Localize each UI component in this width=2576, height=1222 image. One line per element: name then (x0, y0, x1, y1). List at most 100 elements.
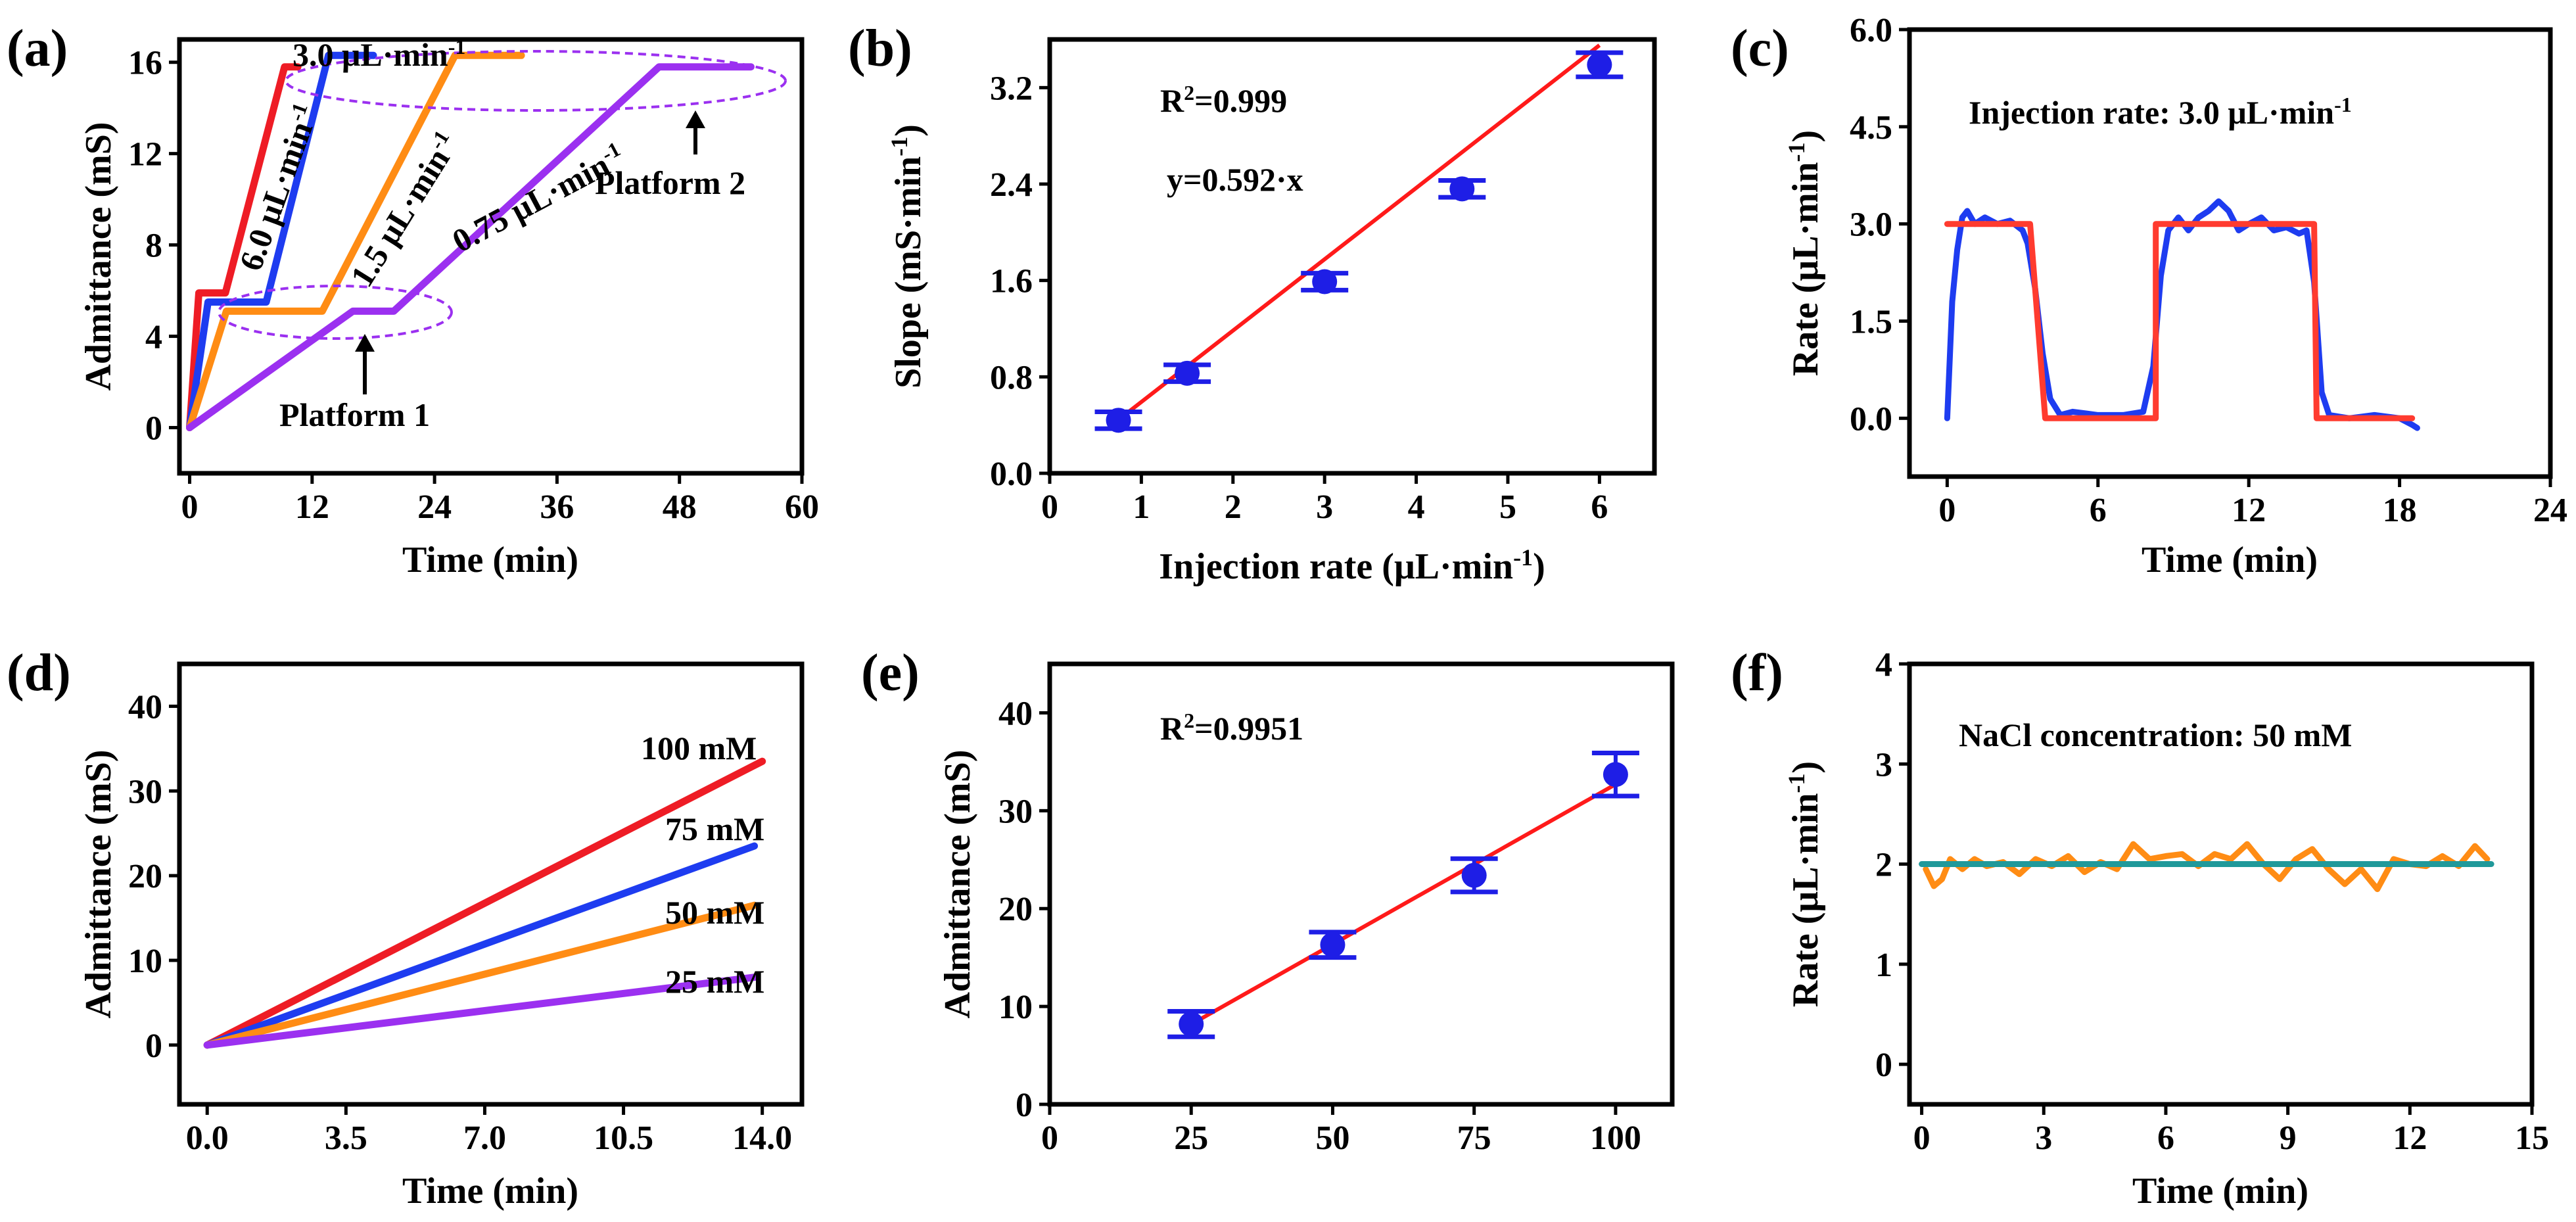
x-tick-label-a: 36 (540, 488, 574, 526)
plot-frame-a (177, 37, 805, 476)
x-tick-label-f: 9 (2280, 1119, 2297, 1157)
annotation-r2-b: R2=0.999 (1160, 81, 1287, 119)
y-tick-label-d: 20 (128, 858, 162, 895)
y-tick-label-f: 0 (1875, 1046, 1892, 1084)
x-tick-label-b: 3 (1316, 488, 1333, 526)
plot-frame-f (1907, 661, 2535, 1107)
series-c (1944, 198, 2420, 431)
data-point-b (1175, 360, 1200, 386)
legend-label-50mM: 50 mM (665, 894, 764, 931)
series-line-a-3 (186, 63, 755, 431)
x-tick-label-a: 0 (181, 488, 199, 526)
x-tick-label-a: 24 (417, 488, 452, 526)
y-tick-label-f: 3 (1875, 746, 1892, 784)
x-tick-label-b: 0 (1041, 488, 1058, 526)
series-line-a-2 (186, 51, 525, 431)
series-line-c-0 (1944, 198, 2420, 431)
data-point-e (1320, 932, 1346, 958)
annotation-nacl-f: NaCl concentration: 50 mM (1959, 717, 2353, 753)
panel-label-d: (d) (7, 644, 71, 702)
y-tick-label-a: 4 (145, 319, 162, 356)
y-tick-label-a: 12 (128, 136, 162, 174)
x-axis-title-a: Time (min) (402, 540, 578, 580)
y-axis-title-f: Rate (μL·min-1) (1783, 761, 1826, 1007)
annotation-equation-b: y=0.592·x (1167, 161, 1303, 198)
ticks-e: 0 25 50 75 100 0 10 20 30 40 (998, 695, 1641, 1157)
y-tick-label-b: 2.4 (990, 166, 1033, 204)
ticks-b: 0 1 2 3 4 5 6 0.0 0.8 1.6 2.4 3.2 (990, 70, 1608, 526)
series-a (186, 51, 755, 431)
series-line-c-1 (1944, 221, 2416, 421)
series-line-a-0 (186, 63, 302, 431)
x-tick-label-f: 15 (2515, 1119, 2549, 1157)
x-tick-label-b: 6 (1591, 488, 1608, 526)
x-axis-title-f: Time (min) (2132, 1171, 2308, 1211)
x-tick-label-b: 2 (1225, 488, 1242, 526)
x-tick-label-c: 18 (2383, 492, 2417, 529)
y-tick-label-a: 16 (128, 45, 162, 82)
panel-label-c: (c) (1731, 20, 1789, 78)
y-tick-label-b: 0.8 (990, 359, 1033, 396)
x-tick-label-c: 6 (2090, 492, 2107, 529)
series-b (1094, 43, 1624, 433)
series-line-d-3 (203, 974, 759, 1049)
x-tick-label-e: 50 (1315, 1119, 1349, 1157)
x-tick-label-e: 75 (1457, 1119, 1491, 1157)
annotation-platform-1: Platform 1 (279, 396, 430, 433)
y-tick-label-d: 0 (145, 1027, 162, 1065)
x-tick-label-e: 0 (1041, 1119, 1058, 1157)
y-tick-label-f: 2 (1875, 847, 1892, 884)
legend-label-75mM: 75 mM (665, 811, 764, 847)
y-axis-title-e: Admittance (mS) (937, 749, 978, 1018)
y-tick-label-c: 1.5 (1850, 303, 1892, 341)
y-tick-label-c: 6.0 (1850, 12, 1892, 49)
plot-frame-c (1907, 27, 2553, 479)
fit-line-b (1117, 43, 1601, 421)
x-axis-title-d: Time (min) (402, 1171, 578, 1211)
y-tick-label-e: 0 (1016, 1087, 1033, 1124)
x-tick-label-d: 3.5 (325, 1119, 367, 1157)
x-tick-label-c: 24 (2533, 492, 2567, 529)
plot-frame-d (177, 661, 805, 1107)
x-tick-label-b: 5 (1499, 488, 1516, 526)
y-tick-label-d: 10 (128, 943, 162, 980)
x-tick-label-d: 0.0 (186, 1119, 229, 1157)
fit-line-e (1190, 782, 1617, 1026)
data-point-b (1106, 408, 1131, 433)
x-tick-label-b: 4 (1408, 488, 1425, 526)
series-line-a-1 (186, 51, 377, 431)
x-tick-label-d: 10.5 (594, 1119, 653, 1157)
data-point-e (1179, 1011, 1204, 1037)
x-tick-label-a: 48 (663, 488, 697, 526)
x-tick-label-b: 1 (1133, 488, 1150, 526)
y-axis-title-c: Rate (μL·min-1) (1783, 130, 1826, 376)
y-axis-title-b: Slope (mS·min-1) (886, 124, 929, 388)
y-axis-title-d: Admittance (mS) (78, 749, 119, 1018)
x-tick-label-c: 0 (1938, 492, 1955, 529)
panel-label-b: (b) (848, 20, 912, 78)
ticks-d: 0.0 3.5 7.0 10.5 14.0 0 10 20 30 40 (128, 688, 792, 1157)
series-e (1167, 750, 1639, 1039)
x-tick-label-e: 25 (1174, 1119, 1208, 1157)
panel-b: (b) 0 1 2 3 4 5 6 0.0 0.8 1.6 2.4 3.2 R2=0.999 y=0.… (848, 20, 1657, 587)
y-tick-label-d: 30 (128, 773, 162, 811)
y-tick-label-b: 0.0 (990, 456, 1033, 493)
data-point-b (1312, 269, 1338, 294)
platform-2-ellipse (285, 50, 787, 112)
y-tick-label-c: 4.5 (1850, 109, 1892, 147)
platform-2-arrow-head (686, 110, 705, 128)
platform-1-ellipse (218, 285, 453, 340)
data-point-e (1461, 862, 1487, 888)
y-tick-label-c: 3.0 (1850, 206, 1892, 244)
x-tick-label-e: 100 (1590, 1119, 1641, 1157)
plot-frame-e (1047, 661, 1675, 1107)
panel-label-a: (a) (7, 20, 68, 78)
y-tick-label-e: 40 (998, 695, 1033, 732)
y-tick-label-e: 20 (998, 891, 1033, 928)
x-axis-title-c: Time (min) (2142, 540, 2318, 580)
